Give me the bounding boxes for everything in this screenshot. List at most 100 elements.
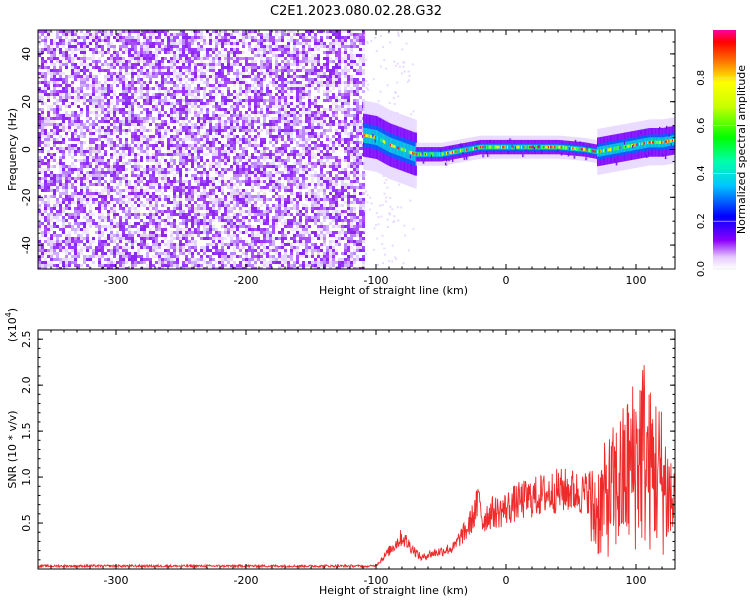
heatmap-cell (224, 102, 227, 105)
heatmap-cell (125, 258, 128, 261)
heatmap-cell (50, 138, 53, 141)
heatmap-cell (125, 105, 128, 108)
heatmap-cell (128, 222, 131, 225)
heatmap-cell (260, 249, 263, 252)
heatmap-cell (95, 156, 98, 159)
heatmap-cell (131, 243, 134, 246)
heatmap-cell (134, 72, 137, 75)
heatmap-cell (269, 117, 272, 120)
heatmap-cell (143, 204, 146, 207)
heatmap-cell (146, 201, 149, 204)
heatmap-cell (89, 171, 92, 174)
heatmap-cell (140, 243, 143, 246)
heatmap-cell (38, 225, 41, 228)
heatmap-cell (206, 117, 209, 120)
heatmap-cell (197, 99, 200, 102)
heatmap-cell (74, 261, 77, 264)
heatmap-cell (86, 156, 89, 159)
heatmap-cell (110, 72, 113, 75)
heatmap-cell (215, 231, 218, 234)
heatmap-cell (194, 150, 197, 153)
heatmap-cell (38, 108, 41, 111)
heatmap-cell (179, 186, 182, 189)
heatmap-cell (290, 201, 293, 204)
heatmap-cell (227, 72, 230, 75)
heatmap-cell (44, 258, 47, 261)
heatmap-cell (77, 255, 80, 258)
heatmap-cell (125, 246, 128, 249)
heatmap-cell (263, 144, 266, 147)
heatmap-cell (149, 66, 152, 69)
heatmap-cell (227, 183, 230, 186)
heatmap-cell (173, 249, 176, 252)
heatmap-cell (173, 75, 176, 78)
heatmap-cell (104, 264, 107, 267)
heatmap-cell (230, 189, 233, 192)
heatmap-cell (257, 192, 260, 195)
heatmap-cell (221, 30, 224, 33)
heatmap-cell (38, 198, 41, 201)
heatmap-cell (278, 261, 281, 264)
heatmap-cell (248, 96, 251, 99)
heatmap-cell (107, 36, 110, 39)
heatmap-cell (143, 99, 146, 102)
heatmap-cell (233, 192, 236, 195)
heatmap-cell (260, 108, 263, 111)
heatmap-cell (119, 57, 122, 60)
heatmap-cell (260, 105, 263, 108)
heatmap-cell (140, 48, 143, 51)
heatmap-cell (161, 141, 164, 144)
heatmap-cell (149, 96, 152, 99)
heatmap-cell (116, 159, 119, 162)
heatmap-cell (287, 171, 290, 174)
heatmap-cell (203, 168, 206, 171)
heatmap-cell (296, 93, 299, 96)
heatmap-cell (56, 126, 59, 129)
heatmap-cell (38, 48, 41, 51)
heatmap-cell (89, 210, 92, 213)
heatmap-cell (272, 84, 275, 87)
heatmap-cell (149, 219, 152, 222)
heatmap-cell (182, 234, 185, 237)
heatmap-cell (116, 117, 119, 120)
heatmap-cell (83, 48, 86, 51)
heatmap-cell (140, 165, 143, 168)
heatmap-cell (77, 213, 80, 216)
heatmap-cell (137, 213, 140, 216)
heatmap-cell (263, 231, 266, 234)
heatmap-cell (257, 180, 260, 183)
heatmap-cell (155, 210, 158, 213)
heatmap-cell (74, 237, 77, 240)
heatmap-cell (236, 138, 239, 141)
heatmap-cell (188, 36, 191, 39)
heatmap-cell (278, 111, 281, 114)
heatmap-cell (110, 177, 113, 180)
heatmap-cell (236, 204, 239, 207)
heatmap-cell (182, 108, 185, 111)
heatmap-cell (242, 192, 245, 195)
heatmap-cell (53, 165, 56, 168)
heatmap-cell (272, 105, 275, 108)
heatmap-cell (167, 129, 170, 132)
heatmap-cell (224, 153, 227, 156)
heatmap-cell (107, 135, 110, 138)
heatmap-cell (278, 132, 281, 135)
heatmap-cell (170, 57, 173, 60)
heatmap-cell (41, 123, 44, 126)
heatmap-cell (122, 231, 125, 234)
heatmap-cell (44, 189, 47, 192)
heatmap-cell (206, 120, 209, 123)
heatmap-cell (38, 36, 41, 39)
heatmap-cell (59, 207, 62, 210)
heatmap-cell (167, 39, 170, 42)
heatmap-cell (275, 129, 278, 132)
heatmap-cell (164, 258, 167, 261)
heatmap-cell (281, 144, 284, 147)
heatmap-cell (62, 39, 65, 42)
heatmap-cell (56, 45, 59, 48)
heatmap-cell (185, 264, 188, 267)
heatmap-cell (182, 213, 185, 216)
heatmap-cell (146, 174, 149, 177)
heatmap-cell (41, 177, 44, 180)
heatmap-cell (56, 84, 59, 87)
